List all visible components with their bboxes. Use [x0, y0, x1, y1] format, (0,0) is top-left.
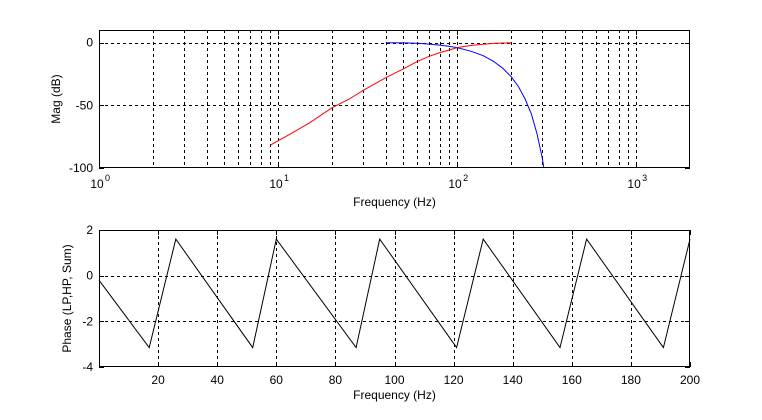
y-tick-label: 0: [86, 269, 93, 283]
x-tick-label-exponent: 2: [463, 173, 468, 183]
y-tick-label: 0: [86, 36, 93, 50]
x-tick-label: 60: [270, 373, 284, 387]
series-line-1: [385, 42, 545, 169]
x-tick-label-exponent: 3: [642, 173, 647, 183]
x-tick-label: 10: [448, 177, 462, 191]
phase-plot: 20 40 60 80 100 120 140 160 180 20020-2-4Frequenc…: [60, 223, 700, 402]
x-tick-label: 10: [90, 177, 104, 191]
x-tick-label: 140: [503, 373, 523, 387]
y-tick-label: -50: [76, 98, 94, 112]
plot-area: [99, 230, 690, 367]
x-tick-label-exponent: 0: [105, 173, 110, 183]
y-tick-label: -4: [82, 360, 93, 374]
x-tick-label: 180: [621, 373, 641, 387]
series-line-2: [269, 42, 512, 146]
x-tick-label-exponent: 1: [284, 173, 289, 183]
y-tick-label: -100: [69, 161, 93, 175]
y-axis-label: Mag (dB): [49, 74, 63, 123]
y-axis-label: Phase (LP,HP, Sum): [60, 244, 74, 352]
x-tick-label: 200: [680, 373, 700, 387]
x-axis-label: Frequency (Hz): [353, 388, 436, 402]
x-tick-label: 20: [151, 373, 165, 387]
plot-frame: [99, 230, 690, 367]
x-tick-label: 80: [329, 373, 343, 387]
x-tick-label: 10: [269, 177, 283, 191]
x-tick-label: 40: [211, 373, 225, 387]
x-tick-label: 10: [627, 177, 641, 191]
plot-area: [99, 30, 690, 168]
x-tick-label: 100: [384, 373, 404, 387]
y-tick-label: -2: [82, 314, 93, 328]
y-tick-label: 2: [86, 223, 93, 237]
x-tick-label: 160: [562, 373, 582, 387]
plot-frame: [99, 30, 690, 168]
x-axis-label: Frequency (Hz): [353, 195, 436, 209]
series-line-1: [98, 237, 691, 349]
x-tick-label: 120: [444, 373, 464, 387]
